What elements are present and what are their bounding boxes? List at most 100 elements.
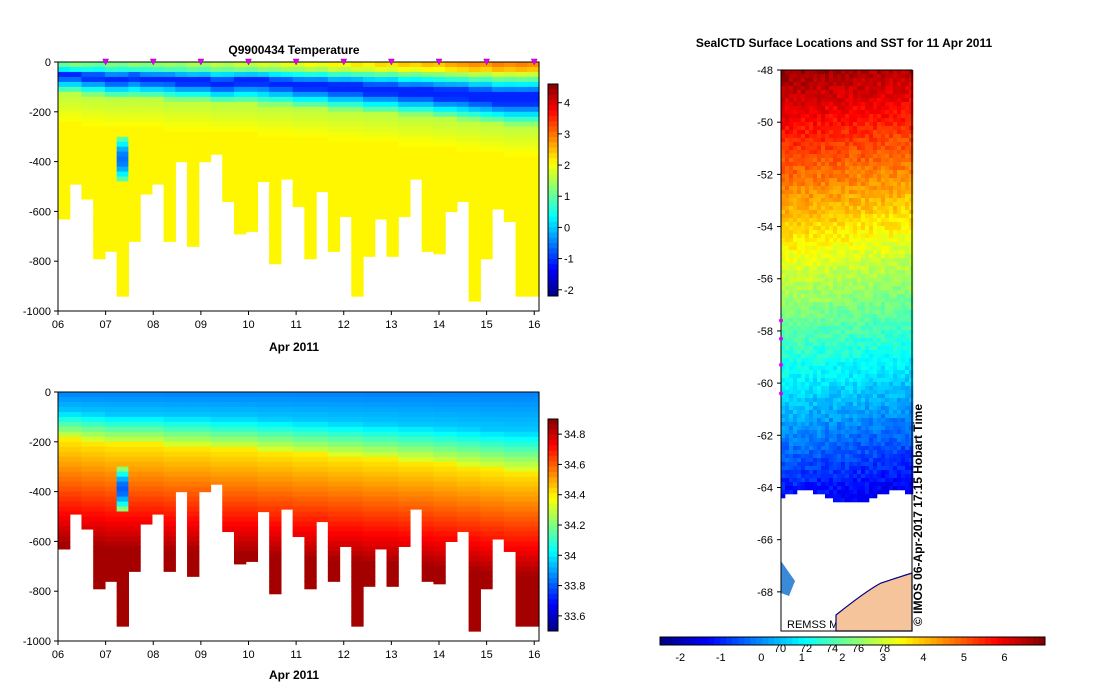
sst-cell bbox=[853, 222, 858, 227]
temp-cell bbox=[421, 106, 435, 113]
sal-cell bbox=[398, 471, 411, 478]
sal-cell bbox=[198, 466, 212, 473]
sst-cell bbox=[789, 310, 794, 315]
sal-cell bbox=[468, 436, 481, 443]
temp-cell bbox=[245, 66, 259, 73]
sst-cell bbox=[793, 234, 798, 239]
sal-cell bbox=[398, 401, 411, 408]
temp-cell bbox=[386, 121, 399, 128]
sal-cell bbox=[116, 451, 129, 458]
sal-cell bbox=[280, 406, 294, 413]
sst-cell bbox=[821, 202, 826, 207]
sal-cell bbox=[163, 416, 176, 423]
sal-cell bbox=[421, 451, 435, 458]
sal-cell bbox=[269, 406, 282, 413]
sst-cell bbox=[821, 242, 826, 247]
sal-cell bbox=[280, 461, 294, 468]
sst-cell bbox=[801, 210, 806, 215]
sal-cell bbox=[163, 481, 176, 488]
sal-cell bbox=[269, 411, 282, 418]
sst-cell bbox=[793, 114, 798, 119]
sst-cell bbox=[897, 78, 902, 83]
sal-cell bbox=[69, 396, 83, 403]
sal-cell bbox=[304, 566, 317, 572]
temp-cell bbox=[269, 256, 282, 262]
sal-cell bbox=[233, 411, 247, 418]
sst-cell bbox=[821, 254, 826, 259]
sal-cell bbox=[527, 536, 540, 542]
sal-cell bbox=[468, 586, 481, 592]
sal-colorbar-segment bbox=[548, 551, 558, 558]
sal-cell bbox=[480, 476, 493, 483]
sst-cell bbox=[805, 142, 810, 147]
temp-cell bbox=[187, 66, 200, 73]
temp-cell bbox=[445, 196, 458, 203]
sal-cell bbox=[58, 481, 71, 488]
sal-cell bbox=[527, 546, 540, 552]
sst-cell bbox=[857, 186, 862, 191]
temp-cell bbox=[468, 121, 481, 128]
sst-cell bbox=[801, 146, 806, 151]
sst-cell bbox=[813, 318, 818, 323]
sst-cell bbox=[893, 310, 898, 315]
sst-cell bbox=[905, 146, 910, 151]
sst-cell bbox=[785, 258, 790, 263]
sst-cell bbox=[821, 162, 826, 167]
sst-cell bbox=[893, 70, 898, 75]
sst-cell bbox=[873, 274, 878, 279]
sst-cell bbox=[785, 210, 790, 215]
sst-cell bbox=[889, 278, 894, 283]
temp-cell bbox=[292, 176, 305, 183]
temp-cell bbox=[245, 161, 259, 168]
sst-cell bbox=[893, 102, 898, 107]
sst-cell bbox=[793, 318, 798, 323]
sst-cell bbox=[781, 82, 786, 87]
sst-cell bbox=[817, 274, 822, 279]
temp-cell bbox=[339, 106, 352, 113]
sst-cell bbox=[821, 142, 826, 147]
sst-cell bbox=[821, 314, 826, 319]
sal-colorbar-tick-label: 33.8 bbox=[564, 581, 585, 593]
sal-cell bbox=[175, 421, 188, 428]
temp-cell bbox=[245, 96, 259, 103]
temp-cell bbox=[527, 191, 540, 198]
sal-cell bbox=[492, 486, 505, 493]
sst-cell bbox=[865, 222, 870, 227]
sst-cell bbox=[789, 146, 794, 151]
sst-cell bbox=[793, 294, 798, 299]
sst-cell bbox=[845, 230, 850, 235]
sst-cell bbox=[829, 114, 834, 119]
temp-cell bbox=[409, 96, 423, 103]
sst-cell bbox=[881, 314, 886, 319]
temp-cell bbox=[210, 141, 223, 148]
sal-cell bbox=[187, 561, 200, 567]
temp-cell bbox=[163, 181, 176, 188]
sst-cell bbox=[909, 134, 914, 139]
temp-cell bbox=[445, 141, 458, 148]
sst-cell bbox=[901, 154, 906, 159]
sal-cell bbox=[187, 426, 200, 433]
sst-cell bbox=[909, 142, 914, 147]
temp-cell bbox=[210, 76, 223, 83]
sst-cell bbox=[821, 134, 826, 139]
sst-cell bbox=[781, 118, 786, 123]
sst-cell bbox=[889, 94, 894, 99]
sal-cell bbox=[93, 466, 106, 473]
sal-cell bbox=[175, 466, 188, 473]
sst-cell bbox=[861, 306, 866, 311]
sst-cell bbox=[873, 230, 878, 235]
sst-cell bbox=[841, 298, 846, 303]
sst-cell bbox=[849, 174, 854, 179]
sal-cell bbox=[386, 431, 399, 438]
sal-cell bbox=[304, 416, 317, 423]
sal-cell bbox=[374, 426, 388, 433]
sal-cell bbox=[503, 406, 517, 413]
sst-cell bbox=[837, 182, 842, 187]
sal-cell bbox=[316, 501, 329, 508]
sst-cell bbox=[849, 122, 854, 127]
sal-cell bbox=[480, 541, 493, 547]
sal-cell bbox=[187, 516, 200, 523]
temp-cell bbox=[304, 101, 317, 108]
temp-colorbar-segment bbox=[548, 84, 558, 90]
sal-cell bbox=[515, 421, 528, 428]
